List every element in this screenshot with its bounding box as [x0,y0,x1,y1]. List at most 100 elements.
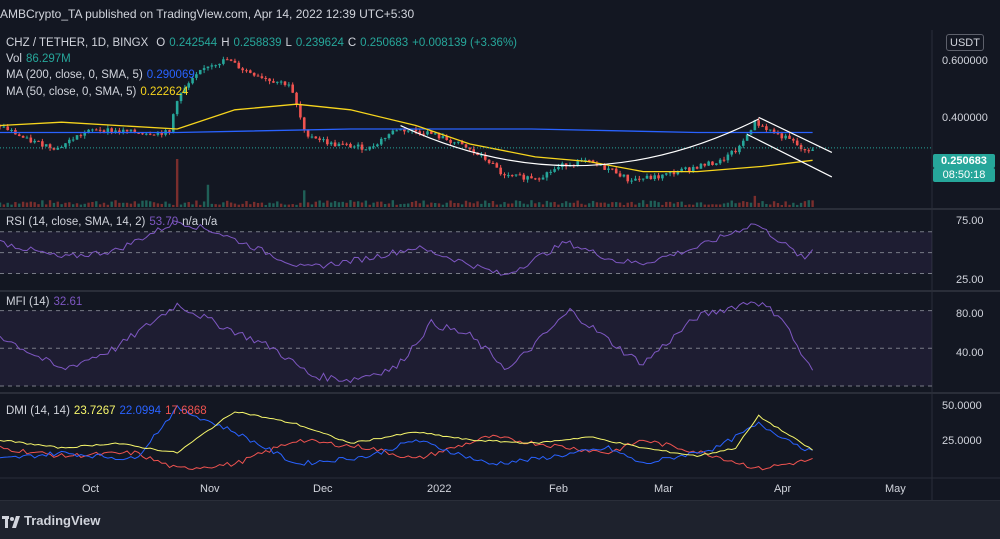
candle-body [430,131,433,134]
volume-legend[interactable]: Vol 86.297M [6,53,75,65]
candle-body [133,129,137,133]
candle-body [649,175,653,180]
candle-body [707,161,710,166]
candle-body [510,175,514,177]
volume-bar [553,201,556,207]
volume-bar [249,204,252,207]
volume-bar [711,204,714,207]
bar-countdown: 08:50:18 [933,168,995,182]
candle-body [387,134,391,138]
rsi-legend[interactable]: RSI (14, close, SMA, 14, 2) 53.70 n/a n/a [6,216,221,228]
volume-bar [576,200,579,207]
candle-body [187,83,191,88]
volume-bar [2,204,6,207]
candle-body [6,126,10,131]
candle-body [29,137,33,143]
mfi-legend[interactable]: MFI (14) 32.61 [6,296,86,308]
candle-body [653,175,657,180]
candle-body [129,129,133,132]
candle-body [364,149,368,151]
volume-bar [730,200,733,207]
volume-bar [437,203,441,207]
volume-bar [799,202,803,207]
volume-bar [418,203,421,207]
volume-bar [60,204,63,207]
candle-body [114,130,117,132]
dmi-tick-25: 25.0000 [942,435,982,447]
candle-body [449,140,452,143]
volume-bar [64,202,67,207]
candle-body [614,168,618,174]
candle-body [638,178,641,180]
volume-bar [414,200,418,207]
candle-body [168,130,171,132]
candle-body [295,92,298,105]
ma50-legend[interactable]: MA (50, close, 0, SMA, 5) 0.222624 [6,86,192,98]
candle-body [526,176,529,180]
candle-body [383,137,387,139]
candle-body [480,154,483,156]
candle-body [495,163,499,168]
volume-bar [179,204,183,207]
tradingview-logo[interactable]: TradingView [2,513,100,528]
volume-bar [661,204,664,207]
candle-body [410,129,414,131]
volume-bar [110,201,113,207]
ma200-legend[interactable]: MA (200, close, 0, SMA, 5) 0.290069 [6,69,199,81]
rounding-bottom-curve [400,118,759,167]
candle-body [137,132,140,134]
volume-bar [391,200,395,207]
candle-body [291,84,294,93]
currency-badge[interactable]: USDT [946,34,984,51]
candle-body [738,145,741,153]
volume-bar [522,203,525,207]
volume-bar [295,204,298,207]
candle-body [603,164,606,170]
volume-bar [68,202,71,207]
candle-body [83,132,87,136]
candle-body [183,87,187,93]
dmi-legend[interactable]: DMI (14, 14) 23.7267 22.0994 17.6868 [6,405,211,417]
candle-body [302,117,306,131]
high-label: H [221,37,230,49]
candle-body [730,150,734,155]
volume-bar [738,202,741,207]
volume-bar [641,200,645,207]
candle-body [376,144,379,147]
rsi-label: RSI (14, close, SMA, 14, 2) [6,216,146,228]
candle-body [60,146,63,148]
volume-bar [707,204,710,207]
volume-bar [37,204,40,207]
volume-bar [680,201,683,207]
candle-body [611,168,614,170]
volume-bar [626,202,629,207]
volume-bar [549,202,552,207]
candle-body [233,60,237,63]
volume-bar [449,200,452,207]
candle-body [395,130,398,132]
volume-bar [607,203,610,207]
candle-body [776,133,780,135]
volume-bar [256,202,260,207]
candle-body [630,180,633,182]
volume-bar [684,204,687,207]
volume-bar [376,201,379,207]
volume-bar [422,200,425,207]
candle-body [795,140,799,146]
candle-body [745,134,749,141]
candle-body [483,154,487,160]
volume-bar [634,204,637,207]
candle-body [661,174,664,179]
volume-bar [56,201,59,207]
candle-body [44,144,48,147]
symbol-name[interactable]: CHZ / TETHER, 1D, BINGX [6,37,149,49]
candle-body [718,159,722,164]
candle-body [256,75,260,77]
candle-body [664,173,668,175]
candle-body [222,59,225,64]
candle-body [803,149,807,151]
volume-bar [464,200,468,207]
volume-bar [87,202,90,207]
candle-body [41,141,44,147]
